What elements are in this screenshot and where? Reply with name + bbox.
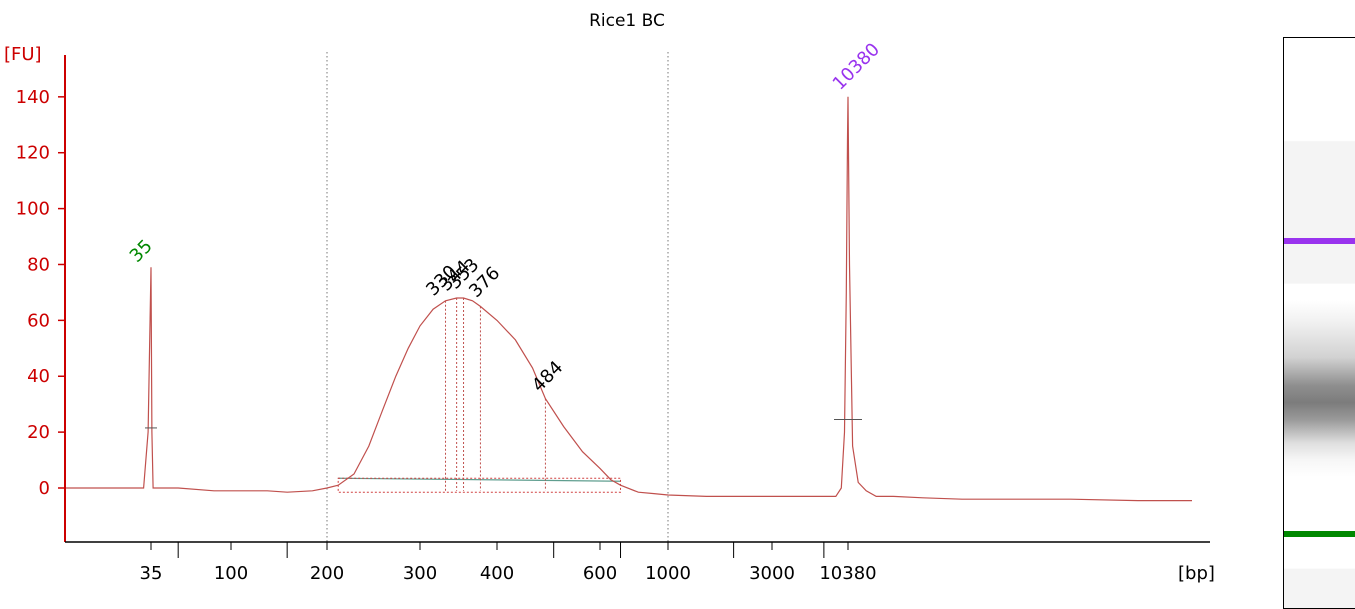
axes — [64, 55, 1210, 543]
chart-title: Rice1 BC — [589, 11, 665, 31]
gel-lane — [1283, 37, 1355, 609]
peak-drop-lines — [445, 298, 546, 491]
x-tick-label-5: 600 — [583, 563, 617, 584]
x-tick-label-8: 10380 — [819, 563, 876, 584]
x-axis-label: [bp] — [1178, 563, 1215, 584]
x-tick-label-1: 100 — [214, 563, 248, 584]
trace-line — [65, 96, 1192, 502]
y-ticks: 0 20 40 60 80 100 120 140 — [16, 87, 65, 499]
peak-label-35: 35 — [126, 236, 157, 267]
gel-band-upper-marker — [1284, 238, 1355, 244]
x-tick-label-2: 200 — [310, 563, 344, 584]
x-tick-label-0: 35 — [140, 563, 163, 584]
smear-baseline — [338, 477, 621, 482]
x-tick-label-7: 3000 — [749, 563, 795, 584]
y-tick-label-0: 0 — [39, 478, 50, 499]
y-tick-label-4: 80 — [27, 254, 50, 275]
x-ticks: 35 100 200 300 400 600 1000 3000 10380 — [140, 542, 877, 584]
x-tick-label-6: 1000 — [645, 563, 691, 584]
gel-band-lower-marker — [1284, 531, 1355, 537]
smear-region — [337, 477, 622, 493]
x-tick-label-4: 400 — [480, 563, 514, 584]
y-axis-label: [FU] — [4, 44, 42, 65]
y-tick-label-5: 100 — [16, 199, 50, 220]
y-tick-label-2: 40 — [27, 366, 50, 387]
electropherogram-chart: Rice1 BC [FU] [bp] 0 20 40 60 80 100 120 140 35… — [4, 11, 1215, 584]
trace-group — [65, 96, 1192, 502]
y-tick-label-6: 120 — [16, 143, 50, 164]
x-tick-label-3: 300 — [403, 563, 437, 584]
y-tick-label-3: 60 — [27, 310, 50, 331]
peak-label-10380: 10380 — [829, 39, 884, 94]
peak-label-484: 484 — [528, 357, 567, 396]
region-boundary-lines — [326, 52, 669, 542]
y-tick-label-7: 140 — [16, 87, 50, 108]
y-tick-label-1: 20 — [27, 422, 50, 443]
